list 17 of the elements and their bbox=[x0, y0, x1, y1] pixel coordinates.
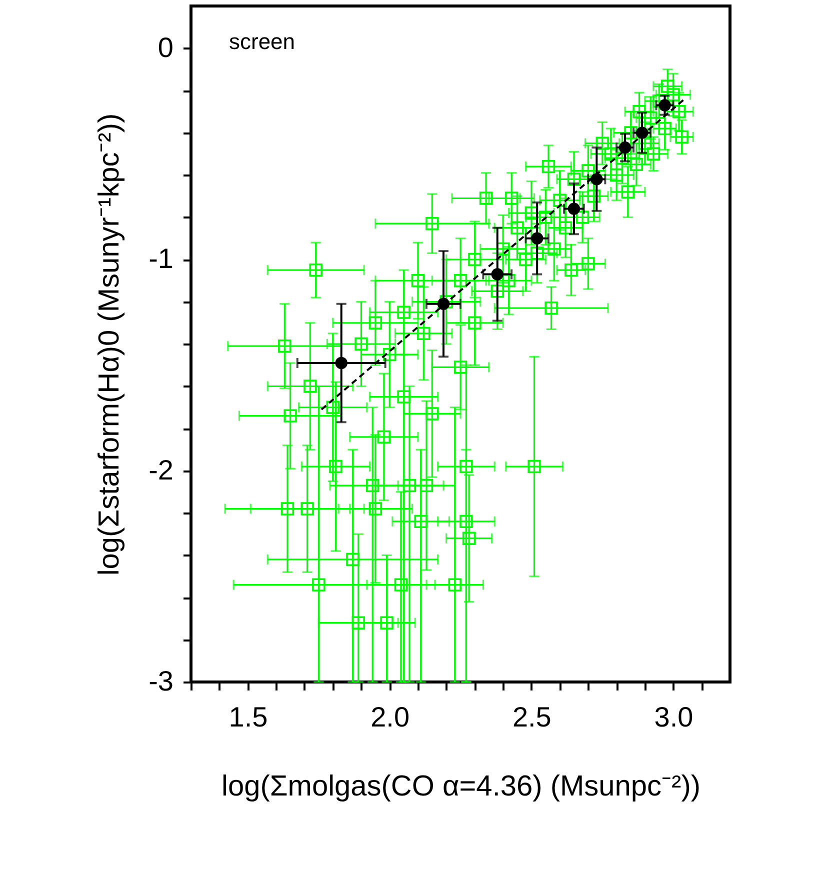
x-axis-title: log(Σmolgas(CO α=4.36) (Msunpc⁻²)) bbox=[221, 770, 701, 802]
point bbox=[658, 99, 671, 112]
point bbox=[491, 268, 504, 280]
y-tick-label: -1 bbox=[148, 243, 174, 274]
x-tick-label: 2.0 bbox=[370, 702, 410, 732]
x-tick-label: 2.5 bbox=[512, 702, 552, 732]
point bbox=[590, 173, 603, 186]
x-tick-label: 1.5 bbox=[228, 702, 268, 732]
x-tick-label: 3.0 bbox=[654, 702, 694, 732]
point bbox=[530, 232, 544, 244]
y-tick-label: -2 bbox=[148, 454, 174, 486]
y-axis-title: log(Σstarform(Hα)0 (Msunyr⁻¹kpc⁻²)) bbox=[94, 113, 126, 576]
y-tick-label: 0 bbox=[158, 32, 174, 63]
point bbox=[568, 202, 580, 215]
y-tick-label: -3 bbox=[148, 666, 174, 696]
point bbox=[335, 356, 348, 370]
annotation: screen bbox=[229, 29, 296, 54]
